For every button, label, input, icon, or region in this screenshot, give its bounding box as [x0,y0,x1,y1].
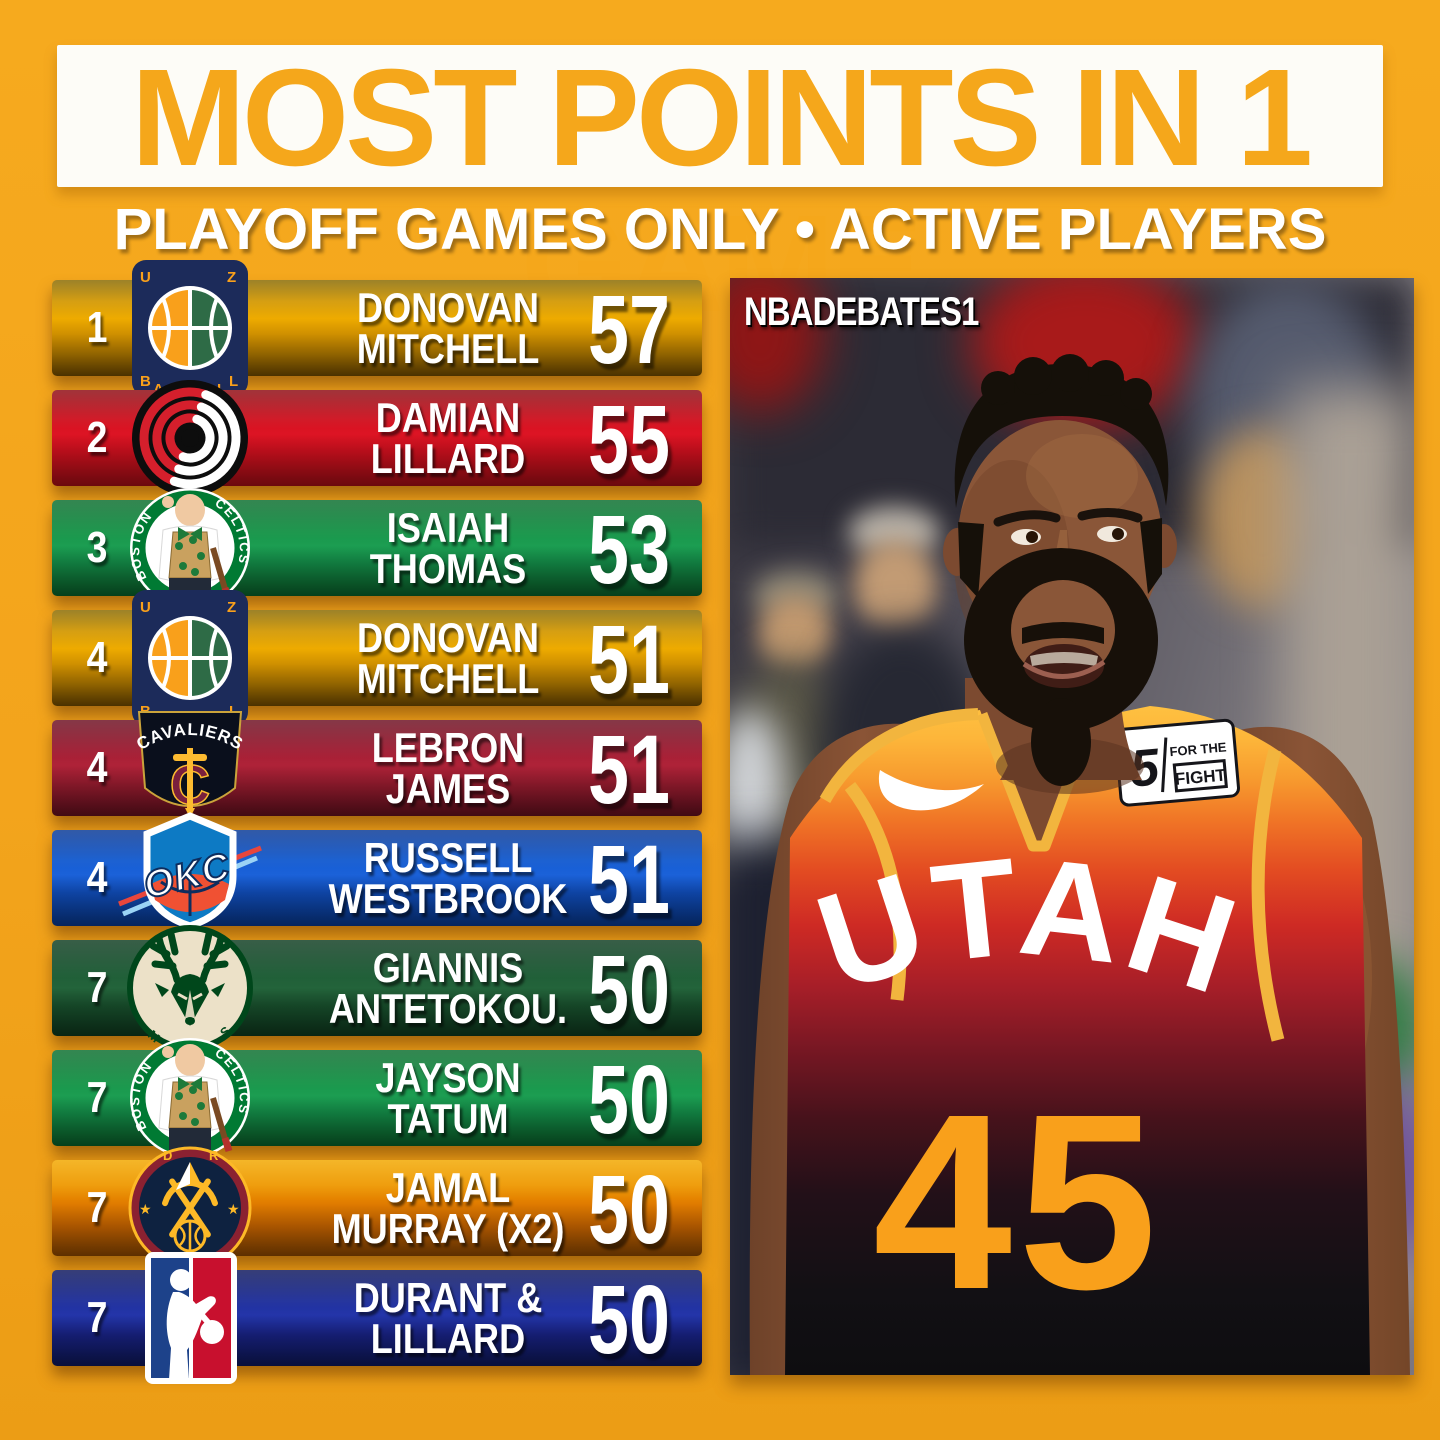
player-name: ISAIAH THOMAS [369,504,527,592]
points-value: 50 [587,1155,671,1264]
points-value: 57 [587,275,671,384]
jersey-strap-trim [819,708,979,803]
svg-text:U: U [140,599,151,616]
player-name: JAMAL MURRAY (X2) [331,1164,565,1252]
rank-label: 7 [86,1183,108,1232]
eyebrow [1077,508,1143,523]
points-value: 50 [587,935,671,1044]
utah-jazz-logo-icon: UZ BA LL [114,254,266,402]
title-banner: MOST POINTS IN 1 GAME [57,45,1383,337]
svg-text:U: U [140,269,151,286]
trail-blazers-logo-icon [114,364,266,512]
rank-label: 1 [86,303,108,352]
list-item: 7 M S GIANNIS ANTETO [52,925,702,1051]
svg-text:D: D [163,1148,172,1163]
player-name: GIANNIS ANTETOKOU. [328,944,568,1032]
list-item: 2 [52,380,702,496]
list-item: 4 UZ BA LL [52,590,702,728]
rank-label: 4 [86,633,108,682]
player-name: LEBRON JAMES [371,724,525,812]
svg-text:L: L [229,373,238,390]
svg-text:R: R [209,1148,219,1163]
mustache [1022,622,1104,644]
svg-text:FOR THE: FOR THE [1169,739,1227,759]
points-value: 50 [587,1045,671,1154]
celtics-logo-icon: BOSTON CELTICS [114,474,266,622]
thunder-logo-icon: OKC [114,804,266,952]
crowd-face-blur [854,540,936,632]
player-head [943,354,1177,786]
list-item: 4 OKC RUSSELL WESTBROOK 51 [52,812,702,934]
svg-text:FIGHT: FIGHT [1174,765,1227,788]
player-name: DONOVAN MITCHELL [356,614,540,702]
svg-text:Z: Z [227,269,236,286]
watermark-label: NBADEBATES1 [744,290,979,334]
ranking-list: 1 UZ BA LL [52,260,702,1384]
player-photo: 5 FOR THE FIGHT UTAH 45 [730,278,1414,1375]
player-name: RUSSELL WESTBROOK [328,834,568,922]
list-item: 7 DURANT & LILLARD 50 [52,1252,702,1384]
nuggets-logo-icon: D R N S ★ ★ [114,1134,266,1282]
list-item: 7 D [52,1146,702,1270]
bucks-logo-icon: M S [114,914,266,1062]
player-name: DURANT & LILLARD [353,1274,543,1362]
svg-text:B: B [140,373,151,390]
eyebrow [993,510,1061,527]
nba-logo-icon [114,1244,266,1392]
celtics-logo-icon: BOSTON CELTICS [114,1024,266,1172]
jersey [785,706,1370,1375]
player-illustration: 5 FOR THE FIGHT UTAH 45 [749,354,1410,1375]
player-name: JAYSON TATUM [375,1054,521,1142]
player-name: DONOVAN MITCHELL [356,284,540,372]
list-item: 3 BOSTON CELTICS [52,488,702,608]
points-value: 55 [587,385,671,494]
subtitle-wrap: PLAYOFF GAMES ONLY • ACTIVE PLAYERS [0,198,1440,262]
jersey-armhole-trim [1251,748,1285,1042]
list-item: 7 BOSTON CELTICS [52,1038,702,1158]
utah-jazz-logo-icon: UZ BA LL [114,584,266,732]
crowd-face-blur [758,596,832,672]
page-title: MOST POINTS IN 1 GAME [130,41,1313,341]
svg-text:★: ★ [227,1201,240,1217]
jersey-armhole-trim [844,782,907,1001]
page-subtitle: PLAYOFF GAMES ONLY • ACTIVE PLAYERS [113,197,1327,262]
cavaliers-logo-icon: CAVALIERS C [114,694,266,842]
rank-label: 3 [86,523,108,572]
points-value: 50 [587,1265,671,1374]
rank-label: 7 [86,963,108,1012]
points-value: 51 [587,825,671,934]
list-item: 1 UZ BA LL [52,260,702,398]
points-value: 53 [587,495,671,604]
points-value: 51 [587,605,671,714]
mouth [1024,644,1104,688]
nike-swoosh-icon [878,770,984,811]
player-name: DAMIAN LILLARD [370,394,526,482]
rank-label: 4 [86,853,108,902]
jersey-number: 45 [873,1062,1163,1341]
rank-label: 2 [86,413,108,462]
rank-label: 7 [86,1073,108,1122]
points-value: 51 [587,715,671,824]
rank-label: 7 [86,1293,108,1342]
svg-text:Z: Z [227,599,236,616]
rank-label: 4 [86,743,108,792]
svg-text:★: ★ [139,1201,152,1217]
